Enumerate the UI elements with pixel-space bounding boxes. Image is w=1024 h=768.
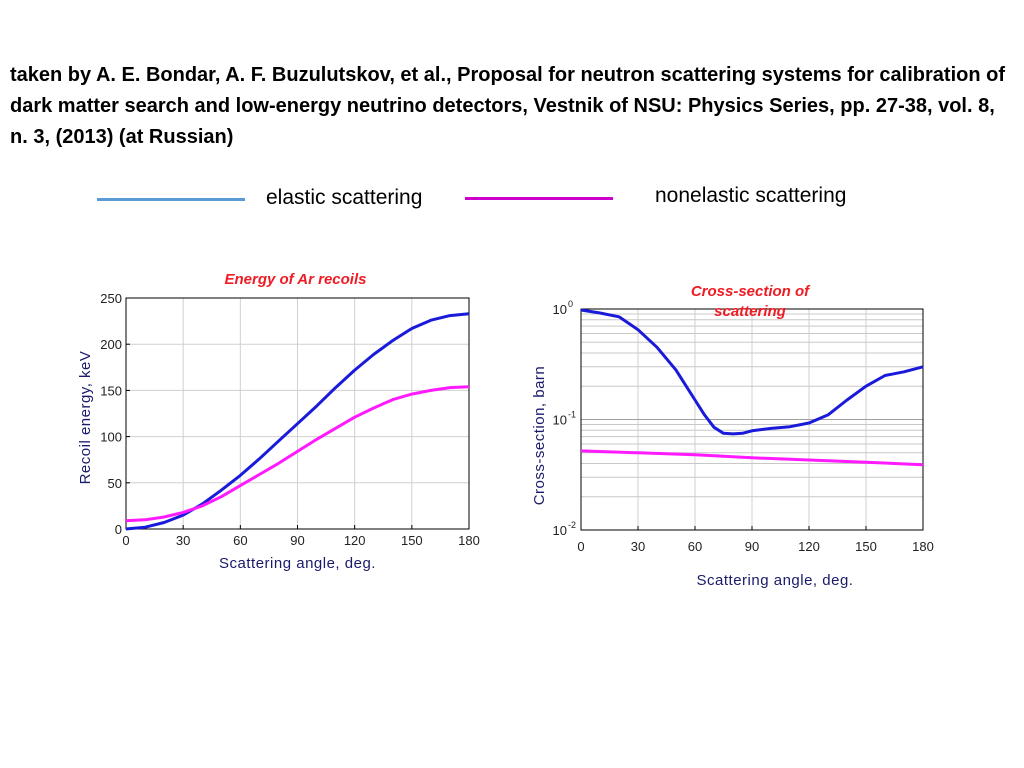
chart-title: Cross-section of scattering [691,283,811,320]
y-tick-label: 250 [100,291,122,306]
legend-label-elastic: elastic scattering [266,186,423,209]
y-tick-label: 10 [553,523,567,538]
x-tick-label: 120 [344,533,366,548]
y-axis-label: Cross-section, barn [531,366,548,506]
x-tick-label: 60 [688,539,702,554]
x-tick-label: 0 [577,539,584,554]
x-tick-label: 90 [290,533,304,548]
y-tick-label: 150 [100,383,122,398]
y-tick-label: 100 [100,430,122,445]
x-tick-label: 0 [122,533,129,548]
y-tick-exponent: 0 [568,299,573,309]
x-tick-label: 180 [458,533,480,548]
x-tick-label: 150 [401,533,423,548]
y-tick-label: 0 [115,522,122,537]
x-tick-label: 30 [631,539,645,554]
x-axis-label: Scattering angle, deg. [697,572,854,589]
legend-label-nonelastic: nonelastic scattering [655,184,847,207]
y-tick-exponent: -1 [568,410,576,420]
y-tick-label: 200 [100,337,122,352]
series-line-elastic [125,312,470,531]
y-tick-label: 10 [553,413,567,428]
x-tick-label: 30 [176,533,190,548]
legend-line-nonelastic [465,197,613,200]
chart-title: Energy of Ar recoils [225,271,367,288]
chart-title-line: Cross-section of [691,283,811,300]
series-line-elastic [580,308,924,436]
y-tick-exponent: -2 [568,520,576,530]
series-line-nonelastic [580,449,924,467]
x-axis-label: Scattering angle, deg. [219,555,376,572]
chart-title-line: scattering [714,303,786,320]
x-tick-label: 150 [855,539,877,554]
x-tick-label: 180 [912,539,934,554]
citation-text: taken by A. E. Bondar, A. F. Buzulutskov… [10,64,1005,148]
y-tick-label: 10 [553,302,567,317]
series-line-nonelastic [125,385,470,523]
x-tick-label: 60 [233,533,247,548]
legend-line-elastic [97,198,245,201]
chart-recoil-energy: 0 30 60 90 120 150 180 0 50 100 150 200 250 Energy of… [77,271,480,572]
x-tick-label: 90 [745,539,759,554]
y-tick-label: 50 [108,476,122,491]
y-axis-label: Recoil energy, keV [77,351,94,485]
x-tick-label: 120 [798,539,820,554]
